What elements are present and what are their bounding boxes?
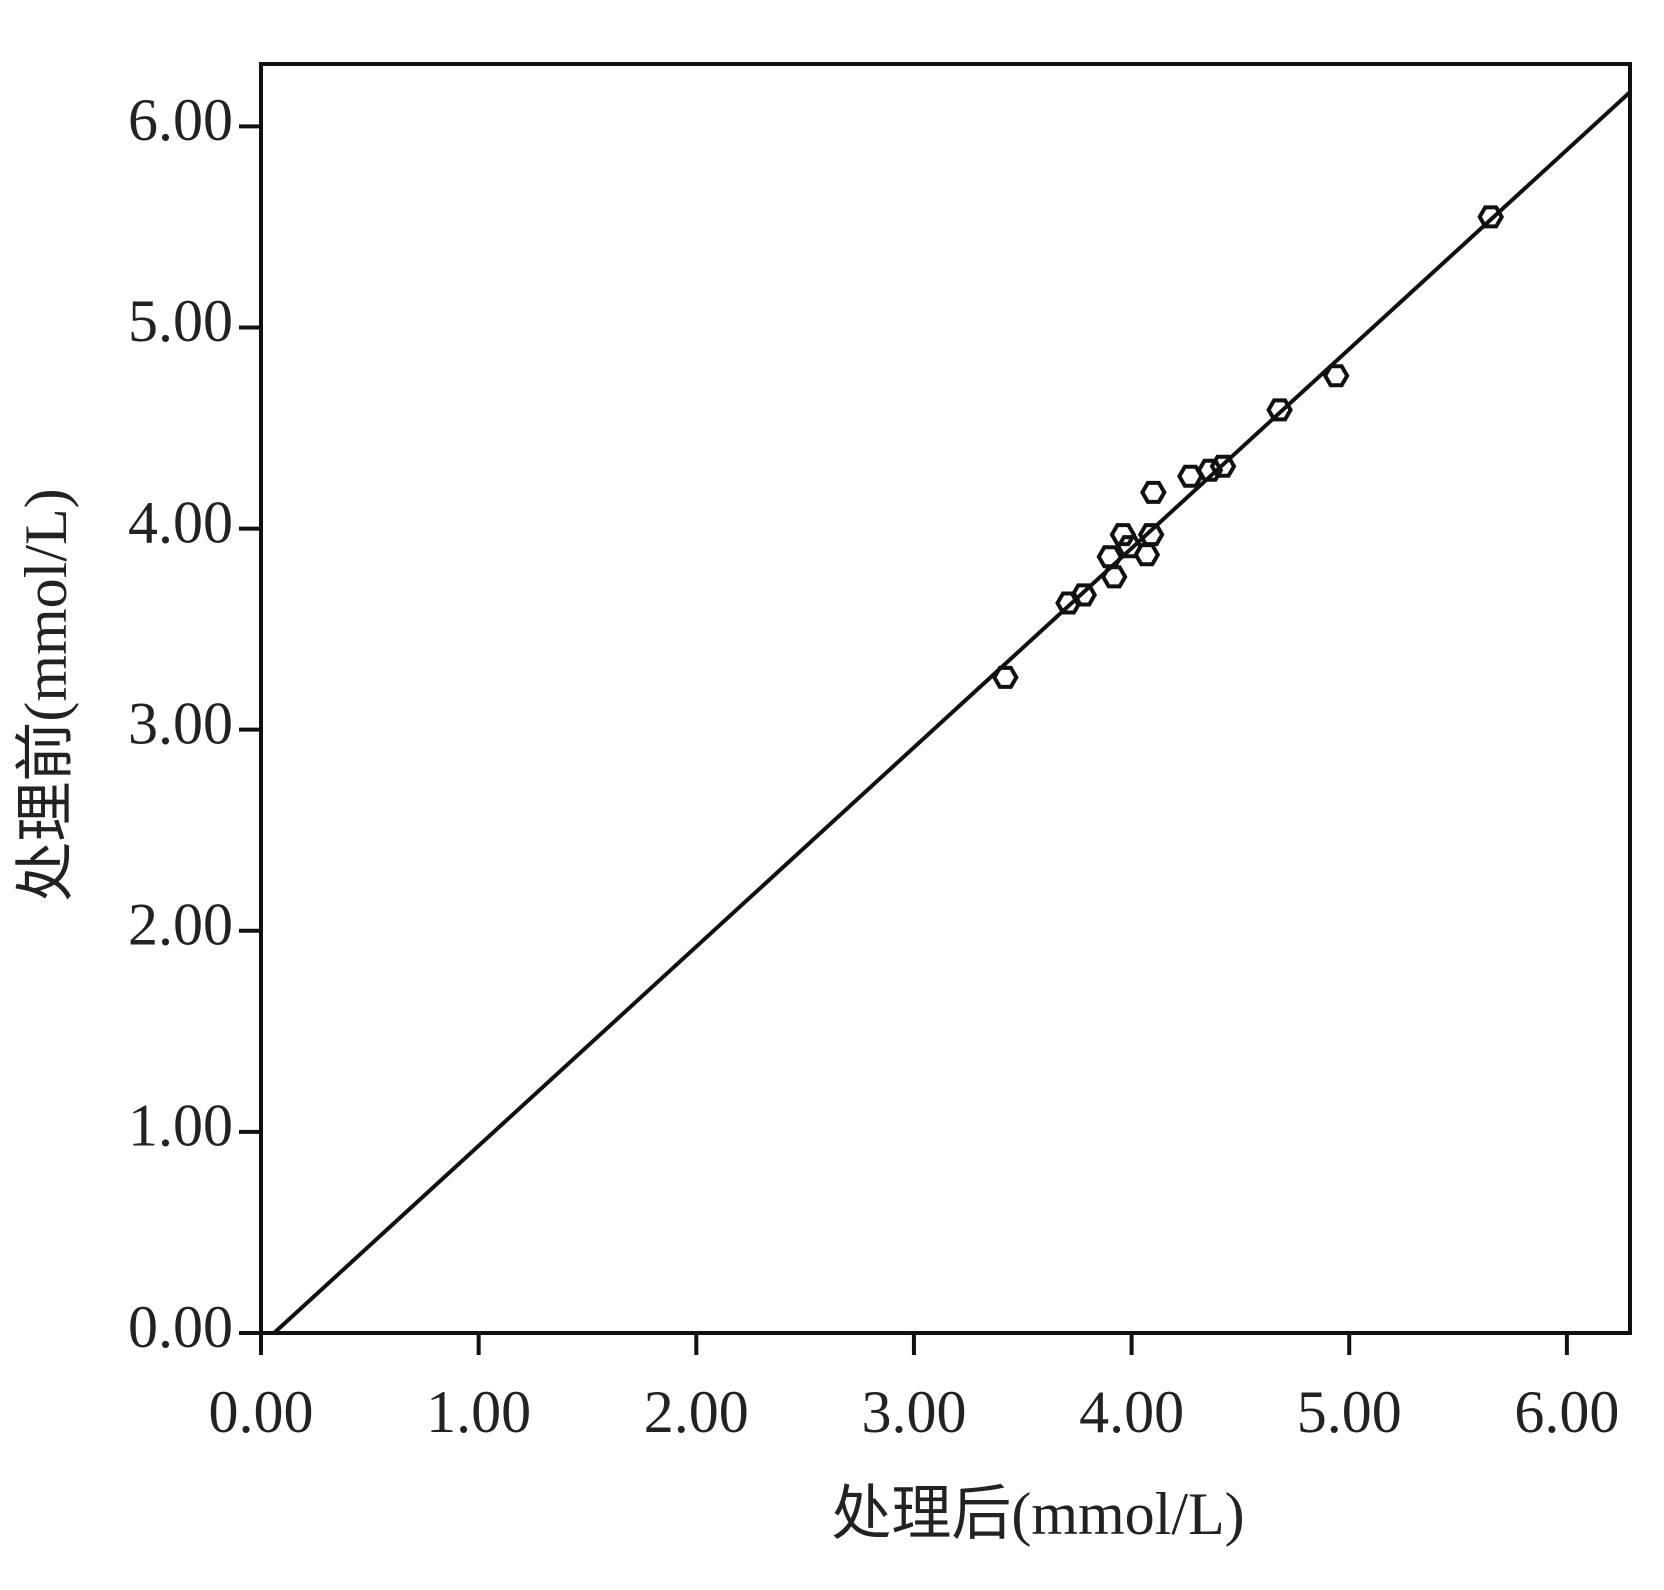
y-tick-label: 5.00 [128, 288, 233, 354]
point [1177, 464, 1204, 488]
point [1477, 205, 1505, 229]
point [1100, 565, 1128, 589]
x-tick-label: 3.00 [861, 1379, 966, 1445]
point [1096, 545, 1124, 569]
point [1070, 583, 1098, 607]
y-tick-label: 1.00 [128, 1093, 233, 1159]
fit-line [272, 90, 1632, 1335]
y-tick-label: 3.00 [128, 690, 233, 756]
point [1133, 543, 1161, 567]
x-tick-label: 1.00 [426, 1379, 531, 1445]
point [1266, 398, 1293, 422]
point [1322, 364, 1350, 388]
y-tick-label: 2.00 [128, 892, 233, 958]
y-tick-label: 4.00 [128, 489, 233, 555]
point [1209, 454, 1237, 478]
plot-frame [259, 62, 1632, 1335]
y-tick-label: 6.00 [128, 87, 233, 153]
x-axis-title: 处理后(mmol/L) [831, 1481, 1244, 1547]
x-tick-label: 0.00 [209, 1379, 314, 1445]
point [1109, 523, 1137, 547]
x-tick-label: 2.00 [644, 1379, 749, 1445]
y-axis-title: 处理前(mmol/L) [13, 488, 79, 901]
y-tick-label: 0.00 [128, 1294, 233, 1360]
x-tick-label: 6.00 [1514, 1379, 1619, 1445]
x-tick-label: 4.00 [1079, 1379, 1184, 1445]
point [992, 665, 1019, 689]
point [1140, 480, 1167, 504]
point [1137, 523, 1165, 547]
x-tick-label: 5.00 [1297, 1379, 1402, 1445]
